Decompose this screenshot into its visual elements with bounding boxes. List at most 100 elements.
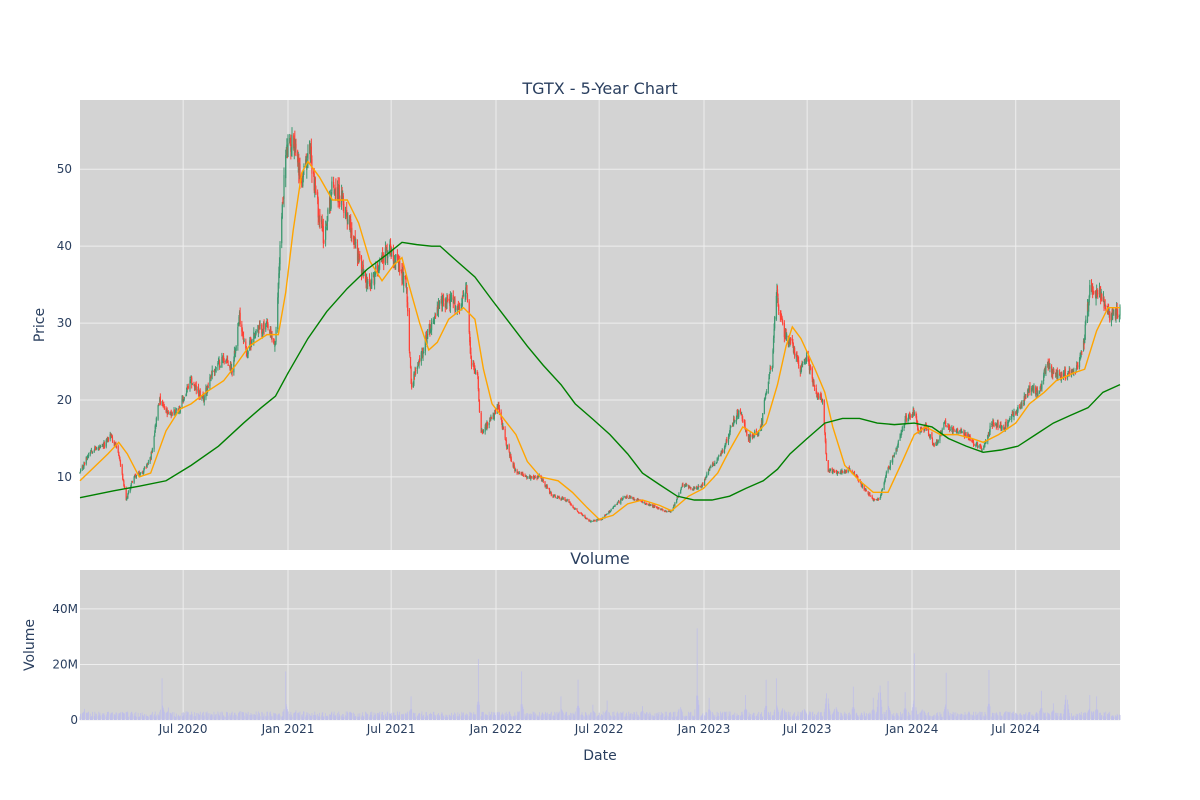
candle-body [1088,304,1090,312]
candle-body [477,373,479,376]
candle-body [872,498,874,501]
volume-bar [588,714,590,720]
candle [662,508,664,512]
candle-body [466,294,469,303]
candle-body [1053,371,1055,373]
volume-bar [195,713,197,720]
candle [480,410,482,433]
volume-bar [578,705,580,720]
candle-body [127,491,130,495]
volume-bar [438,716,440,720]
candle [181,395,183,409]
volume-bar [597,715,599,720]
volume-bar [554,711,556,720]
candle-body [454,308,457,310]
volume-bar [211,714,213,720]
volume-bar [361,715,363,720]
volume-bar [318,712,320,720]
volume-bar [692,716,694,720]
volume-bar [544,713,546,720]
candle [434,313,437,319]
candle-body [179,407,181,413]
candle [159,393,161,406]
volume-bar [822,716,823,720]
volume-bar [628,711,630,720]
candle-body [274,343,276,348]
candle-body [760,419,763,430]
volume-bar [577,679,579,720]
candle-body [409,352,411,357]
candle-body [694,487,696,489]
candle [117,444,119,454]
volume-bar [714,715,716,720]
candle-body [1012,412,1014,416]
candle [311,155,313,183]
candle [87,452,90,459]
volume-bar [546,715,548,720]
candle-body [1003,427,1005,429]
candle-body [1007,420,1009,424]
candle [103,441,106,449]
volume-bar [672,712,674,720]
volume-bar [545,713,547,720]
volume-bar [473,714,475,720]
volume-bar [637,716,639,720]
candle [637,497,639,501]
candle-body [383,254,385,263]
volume-bar [447,716,448,720]
candle-body [584,517,587,519]
candle-body [147,462,149,464]
candle [215,367,217,373]
candle-body [469,340,471,354]
volume-bar [680,708,682,720]
candle [446,293,448,309]
volume-bar [652,715,654,720]
candle-body [231,369,233,373]
candle [95,447,98,450]
volume-bar [757,716,759,720]
candle-body [778,305,780,311]
volume-bar [644,713,646,720]
volume-bar [905,709,907,720]
volume-bar [681,712,683,720]
volume-bar [174,716,176,720]
candle-body [259,324,261,326]
candle-body [789,338,791,344]
candle-body [111,437,114,441]
volume-bar [159,709,161,720]
candle [933,442,935,448]
volume-bar [724,711,725,720]
candle-body [277,282,279,298]
candle [892,455,894,465]
candle-body [956,429,959,434]
candle [685,482,687,486]
volume-bar [534,713,536,720]
candle-body [825,453,828,460]
candle-body [408,310,410,351]
candle-body [1112,309,1114,312]
candle [722,449,724,453]
candle-body [1109,311,1111,321]
candle-body [725,443,727,447]
candle [1011,413,1013,423]
candle-body [869,495,871,497]
candle-body [182,398,184,401]
candle [233,346,236,362]
candle [151,447,153,453]
candle [81,464,83,471]
candle-body [774,316,776,329]
volume-bar [225,716,227,720]
volume-bar [634,712,635,720]
volume-bar [389,713,391,720]
candle-body [832,470,834,474]
candle-body [486,423,488,430]
volume-bar [79,716,81,720]
candle [526,476,528,479]
volume-bar [736,713,738,720]
candle-body [293,144,295,150]
volume-bar [489,714,491,720]
candle [271,330,273,343]
candle-body [622,497,624,499]
volume-bar [797,711,799,720]
